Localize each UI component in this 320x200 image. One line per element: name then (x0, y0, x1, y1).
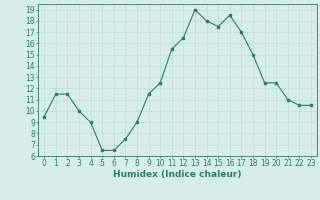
X-axis label: Humidex (Indice chaleur): Humidex (Indice chaleur) (113, 170, 242, 179)
